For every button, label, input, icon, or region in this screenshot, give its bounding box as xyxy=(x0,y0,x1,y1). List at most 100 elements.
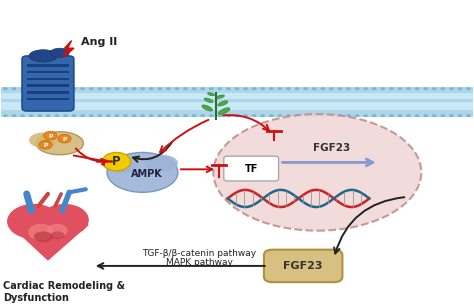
Text: Ang II: Ang II xyxy=(81,37,117,47)
Circle shape xyxy=(252,87,256,90)
Circle shape xyxy=(415,114,419,117)
Circle shape xyxy=(192,114,197,117)
Circle shape xyxy=(363,114,368,117)
Circle shape xyxy=(389,87,394,90)
Circle shape xyxy=(286,114,291,117)
Circle shape xyxy=(466,87,471,90)
Circle shape xyxy=(303,87,308,90)
Circle shape xyxy=(457,87,462,90)
Circle shape xyxy=(346,87,351,90)
Circle shape xyxy=(115,87,119,90)
Circle shape xyxy=(89,87,93,90)
Ellipse shape xyxy=(204,98,213,103)
Text: FGF23: FGF23 xyxy=(313,143,350,153)
Ellipse shape xyxy=(219,108,230,114)
Circle shape xyxy=(329,114,334,117)
Circle shape xyxy=(355,114,359,117)
Circle shape xyxy=(123,114,128,117)
Circle shape xyxy=(12,87,17,90)
Circle shape xyxy=(235,87,239,90)
Bar xyxy=(0,102,474,110)
Circle shape xyxy=(201,87,205,90)
Ellipse shape xyxy=(107,152,178,192)
Circle shape xyxy=(252,114,256,117)
Circle shape xyxy=(337,87,342,90)
Text: FGF23: FGF23 xyxy=(283,261,323,271)
Circle shape xyxy=(432,114,437,117)
Circle shape xyxy=(398,87,402,90)
Circle shape xyxy=(132,87,137,90)
Circle shape xyxy=(183,87,188,90)
Bar xyxy=(0,93,474,99)
Text: Cardiac Remodeling &
Dysfunction: Cardiac Remodeling & Dysfunction xyxy=(3,281,125,303)
Bar xyxy=(27,84,69,87)
Circle shape xyxy=(37,87,42,90)
Circle shape xyxy=(149,114,154,117)
Circle shape xyxy=(12,114,17,117)
Circle shape xyxy=(406,114,411,117)
Bar xyxy=(27,71,69,73)
Circle shape xyxy=(140,114,145,117)
Circle shape xyxy=(320,87,325,90)
Circle shape xyxy=(46,87,51,90)
Circle shape xyxy=(140,87,145,90)
Circle shape xyxy=(123,87,128,90)
Circle shape xyxy=(398,114,402,117)
Circle shape xyxy=(3,87,8,90)
Circle shape xyxy=(149,87,154,90)
Circle shape xyxy=(355,87,359,90)
Circle shape xyxy=(269,114,273,117)
Circle shape xyxy=(389,114,394,117)
Circle shape xyxy=(406,87,411,90)
Circle shape xyxy=(115,114,119,117)
Circle shape xyxy=(381,87,385,90)
Text: p: p xyxy=(44,142,48,147)
Circle shape xyxy=(39,140,52,149)
Circle shape xyxy=(286,87,291,90)
Circle shape xyxy=(29,225,53,240)
Circle shape xyxy=(157,114,162,117)
Circle shape xyxy=(423,114,428,117)
Circle shape xyxy=(97,87,102,90)
Ellipse shape xyxy=(50,231,64,239)
Circle shape xyxy=(183,114,188,117)
Circle shape xyxy=(48,225,67,237)
Circle shape xyxy=(3,114,8,117)
Ellipse shape xyxy=(202,105,213,111)
Text: p: p xyxy=(62,136,67,141)
Polygon shape xyxy=(63,41,74,57)
Circle shape xyxy=(218,114,222,117)
Circle shape xyxy=(63,87,68,90)
Circle shape xyxy=(432,87,437,90)
Circle shape xyxy=(44,131,57,140)
Circle shape xyxy=(97,114,102,117)
Circle shape xyxy=(269,87,273,90)
Circle shape xyxy=(372,87,377,90)
FancyBboxPatch shape xyxy=(224,156,279,181)
Text: TGF-β/β-catenin pathway: TGF-β/β-catenin pathway xyxy=(142,249,256,258)
Circle shape xyxy=(106,87,111,90)
Circle shape xyxy=(29,114,34,117)
Circle shape xyxy=(166,87,171,90)
Ellipse shape xyxy=(109,159,138,173)
Bar xyxy=(27,98,69,100)
Circle shape xyxy=(132,114,137,117)
Circle shape xyxy=(312,87,317,90)
Text: p: p xyxy=(48,133,53,138)
Circle shape xyxy=(63,114,68,117)
Ellipse shape xyxy=(29,132,57,148)
Ellipse shape xyxy=(217,95,224,98)
Ellipse shape xyxy=(50,48,69,57)
Circle shape xyxy=(55,114,59,117)
Circle shape xyxy=(20,114,25,117)
Circle shape xyxy=(218,87,222,90)
Circle shape xyxy=(106,114,111,117)
Bar xyxy=(27,64,69,67)
Circle shape xyxy=(46,114,51,117)
Circle shape xyxy=(449,87,454,90)
Circle shape xyxy=(20,87,25,90)
Circle shape xyxy=(243,114,248,117)
Circle shape xyxy=(320,114,325,117)
Circle shape xyxy=(277,87,282,90)
Ellipse shape xyxy=(36,132,83,155)
